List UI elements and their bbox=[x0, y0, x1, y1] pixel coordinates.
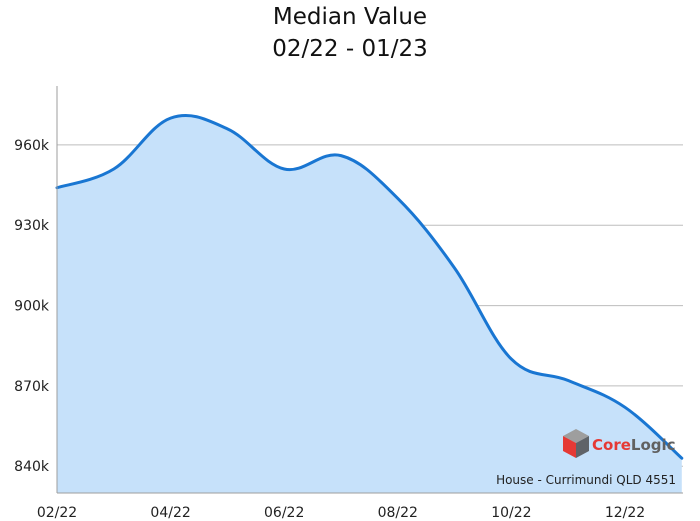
y-tick-label: 960k bbox=[14, 138, 50, 154]
y-tick-label: 900k bbox=[14, 299, 50, 315]
x-tick-label: 04/22 bbox=[150, 505, 190, 521]
chart-subtitle: 02/22 - 01/23 bbox=[272, 36, 428, 62]
logo-text-core: Core bbox=[592, 436, 631, 454]
logo-text: CoreLogic bbox=[592, 436, 676, 454]
x-tick-label: 10/22 bbox=[491, 505, 531, 521]
logo-text-logic: Logic bbox=[631, 436, 676, 454]
x-axis-ticks: 02/22 04/22 06/22 08/22 10/22 12/22 bbox=[37, 505, 645, 521]
chart-title: Median Value bbox=[272, 4, 428, 30]
area-fill bbox=[57, 115, 682, 493]
series-line bbox=[55, 113, 684, 460]
y-axis-ticks: 840k 870k 900k 930k 960k bbox=[14, 138, 50, 475]
y-tick-label: 870k bbox=[14, 379, 50, 395]
cube-icon bbox=[563, 429, 589, 458]
y-tick-label: 930k bbox=[14, 218, 50, 234]
x-tick-label: 08/22 bbox=[378, 505, 418, 521]
x-tick-label: 06/22 bbox=[264, 505, 304, 521]
x-tick-label: 12/22 bbox=[605, 505, 645, 521]
y-tick-label: 840k bbox=[14, 459, 50, 475]
axes bbox=[56, 86, 683, 494]
corelogic-logo: CoreLogic bbox=[563, 429, 676, 458]
x-tick-label: 02/22 bbox=[37, 505, 77, 521]
chart-annotation: House - Currimundi QLD 4551 bbox=[496, 473, 676, 487]
